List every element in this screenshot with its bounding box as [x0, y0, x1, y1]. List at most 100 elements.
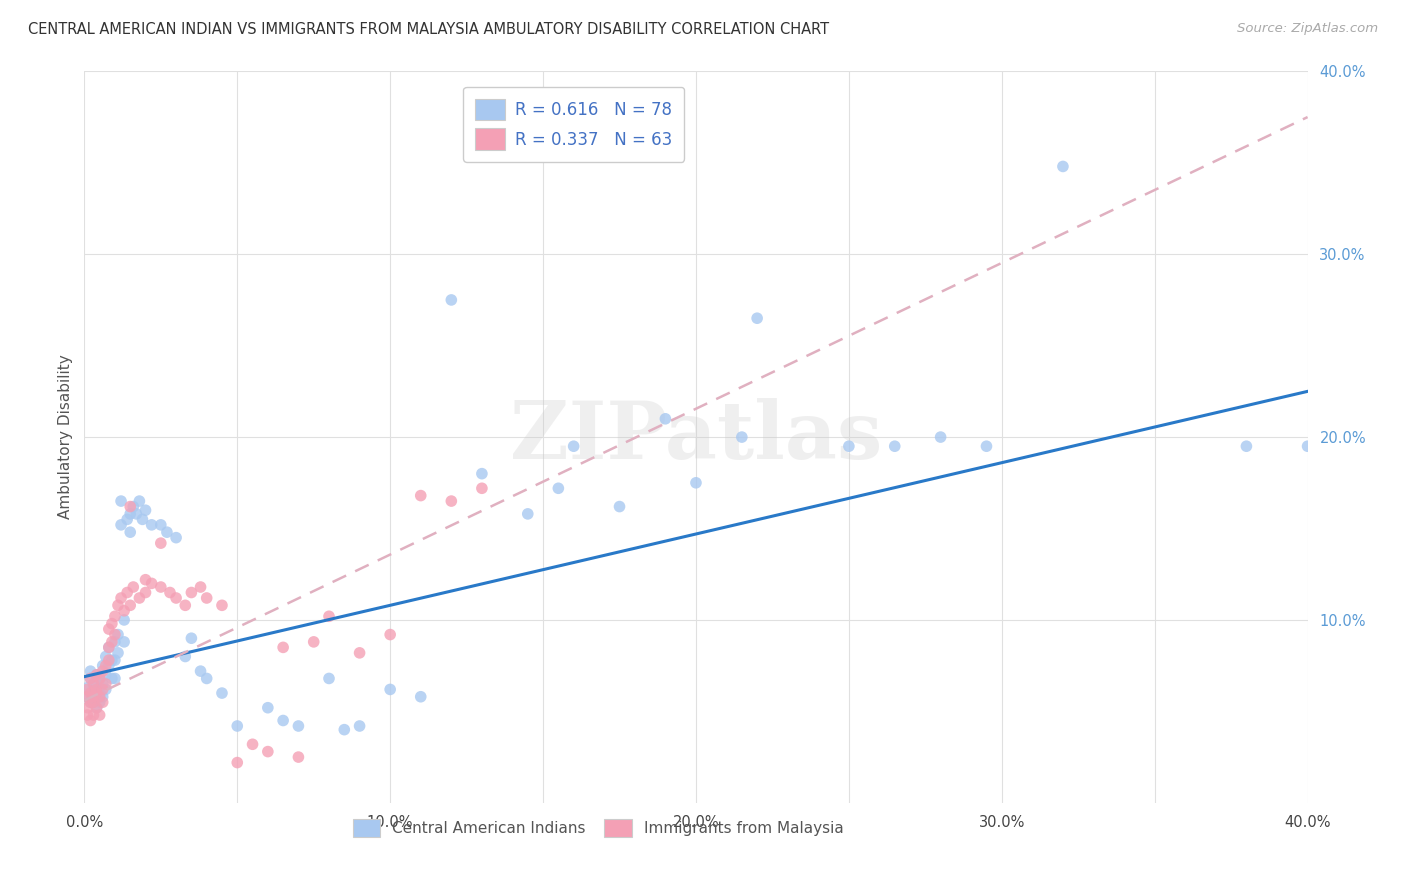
Point	[122, 580, 145, 594]
Point	[94, 649, 117, 664]
Point	[97, 622, 120, 636]
Point	[165, 591, 187, 605]
Point	[883, 439, 905, 453]
Point	[94, 682, 117, 697]
Point	[159, 585, 181, 599]
Point	[110, 494, 132, 508]
Point	[86, 682, 108, 697]
Point	[190, 580, 212, 594]
Point	[516, 507, 538, 521]
Point	[440, 494, 463, 508]
Text: Source: ZipAtlas.com: Source: ZipAtlas.com	[1237, 22, 1378, 36]
Point	[180, 632, 202, 646]
Point	[349, 646, 371, 660]
Point	[685, 475, 707, 490]
Point	[731, 430, 754, 444]
Point	[101, 616, 124, 631]
Point	[112, 604, 135, 618]
Point	[131, 512, 153, 526]
Point	[195, 672, 218, 686]
Point	[1052, 160, 1074, 174]
Point	[120, 599, 142, 613]
Point	[120, 507, 142, 521]
Point	[211, 599, 233, 613]
Point	[115, 512, 138, 526]
Point	[226, 756, 249, 770]
Point	[149, 536, 172, 550]
Point	[79, 672, 101, 686]
Point	[174, 649, 197, 664]
Point	[89, 690, 111, 704]
Point	[76, 700, 98, 714]
Point	[128, 494, 150, 508]
Point	[112, 613, 135, 627]
Point	[79, 695, 101, 709]
Point	[112, 635, 135, 649]
Point	[107, 627, 129, 641]
Point	[380, 627, 402, 641]
Point	[86, 686, 108, 700]
Point	[180, 585, 202, 599]
Point	[94, 667, 117, 681]
Point	[97, 658, 120, 673]
Point	[287, 719, 309, 733]
Point	[747, 311, 769, 326]
Y-axis label: Ambulatory Disability: Ambulatory Disability	[58, 355, 73, 519]
Legend: Central American Indians, Immigrants from Malaysia: Central American Indians, Immigrants fro…	[346, 813, 849, 843]
Point	[333, 723, 356, 737]
Point	[654, 412, 676, 426]
Point	[107, 646, 129, 660]
Point	[91, 682, 114, 697]
Point	[929, 430, 952, 444]
Point	[609, 500, 631, 514]
Point	[135, 585, 157, 599]
Point	[89, 681, 111, 695]
Point	[110, 591, 132, 605]
Point	[141, 517, 163, 532]
Point	[195, 591, 218, 605]
Point	[107, 599, 129, 613]
Point	[86, 700, 108, 714]
Point	[97, 653, 120, 667]
Point	[257, 745, 280, 759]
Point	[86, 667, 108, 681]
Point	[79, 664, 101, 678]
Point	[135, 503, 157, 517]
Point	[471, 467, 494, 481]
Point	[91, 695, 114, 709]
Point	[135, 573, 157, 587]
Point	[349, 719, 371, 733]
Point	[89, 708, 111, 723]
Point	[318, 672, 340, 686]
Point	[91, 690, 114, 704]
Point	[409, 690, 432, 704]
Point	[76, 682, 98, 697]
Point	[409, 489, 432, 503]
Point	[94, 677, 117, 691]
Point	[271, 640, 294, 655]
Point	[110, 517, 132, 532]
Point	[86, 700, 108, 714]
Point	[86, 682, 108, 697]
Point	[125, 507, 148, 521]
Point	[115, 585, 138, 599]
Point	[83, 677, 105, 691]
Point	[101, 635, 124, 649]
Point	[104, 627, 127, 641]
Point	[471, 481, 494, 495]
Point	[89, 672, 111, 686]
Point	[120, 500, 142, 514]
Point	[101, 653, 124, 667]
Point	[91, 658, 114, 673]
Point	[76, 708, 98, 723]
Point	[86, 667, 108, 681]
Point	[128, 591, 150, 605]
Point	[440, 293, 463, 307]
Point	[141, 576, 163, 591]
Point	[1236, 439, 1258, 453]
Point	[165, 531, 187, 545]
Point	[976, 439, 998, 453]
Point	[318, 609, 340, 624]
Point	[287, 750, 309, 764]
Point	[91, 664, 114, 678]
